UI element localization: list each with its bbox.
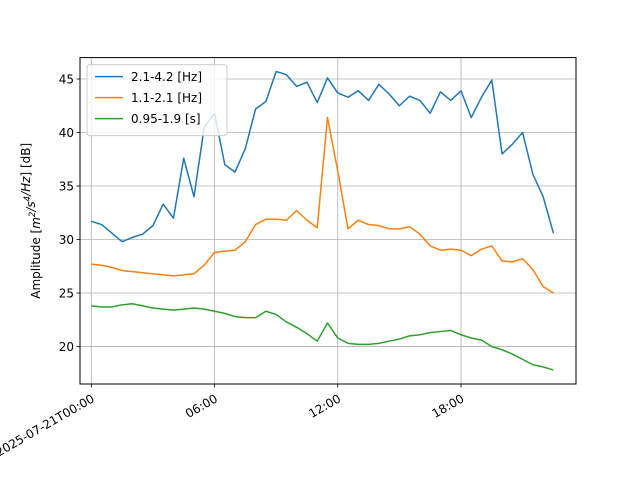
- y-tick-label: 25: [59, 287, 74, 301]
- y-tick-label: 30: [59, 233, 74, 247]
- series-line: [91, 116, 554, 294]
- legend-label: 2.1-4.2 [Hz]: [131, 70, 202, 84]
- series-lines: [91, 70, 555, 371]
- x-tick-label: 18:00: [430, 391, 467, 420]
- legend-label: 0.95-1.9 [s]: [131, 112, 201, 126]
- y-tick-label: 35: [59, 180, 74, 194]
- y-tick-label: 20: [59, 340, 74, 354]
- x-tick-label: 2025-07-21T00:00: [0, 391, 97, 459]
- series-line: [91, 302, 554, 371]
- plot-area-frame: [79, 57, 577, 385]
- legend: 2.1-4.2 [Hz] 1.1-2.1 [Hz] 0.95-1.9 [s]: [86, 64, 228, 137]
- axis-ticks: [76, 78, 462, 388]
- x-tick-label: 12:00: [306, 391, 343, 420]
- tick-labels: 20 25 30 35 40 45 2025-07-21T00:00 06:00 12:00 18…: [0, 73, 466, 460]
- y-axis-label: Amplitude [m2/s4/Hz] [dB]: [19, 143, 43, 299]
- x-tick-label: 06:00: [183, 391, 220, 420]
- series-line: [91, 70, 555, 243]
- y-tick-label: 40: [59, 126, 74, 140]
- legend-label: 1.1-2.1 [Hz]: [131, 91, 202, 105]
- y-tick-label: 45: [59, 73, 74, 87]
